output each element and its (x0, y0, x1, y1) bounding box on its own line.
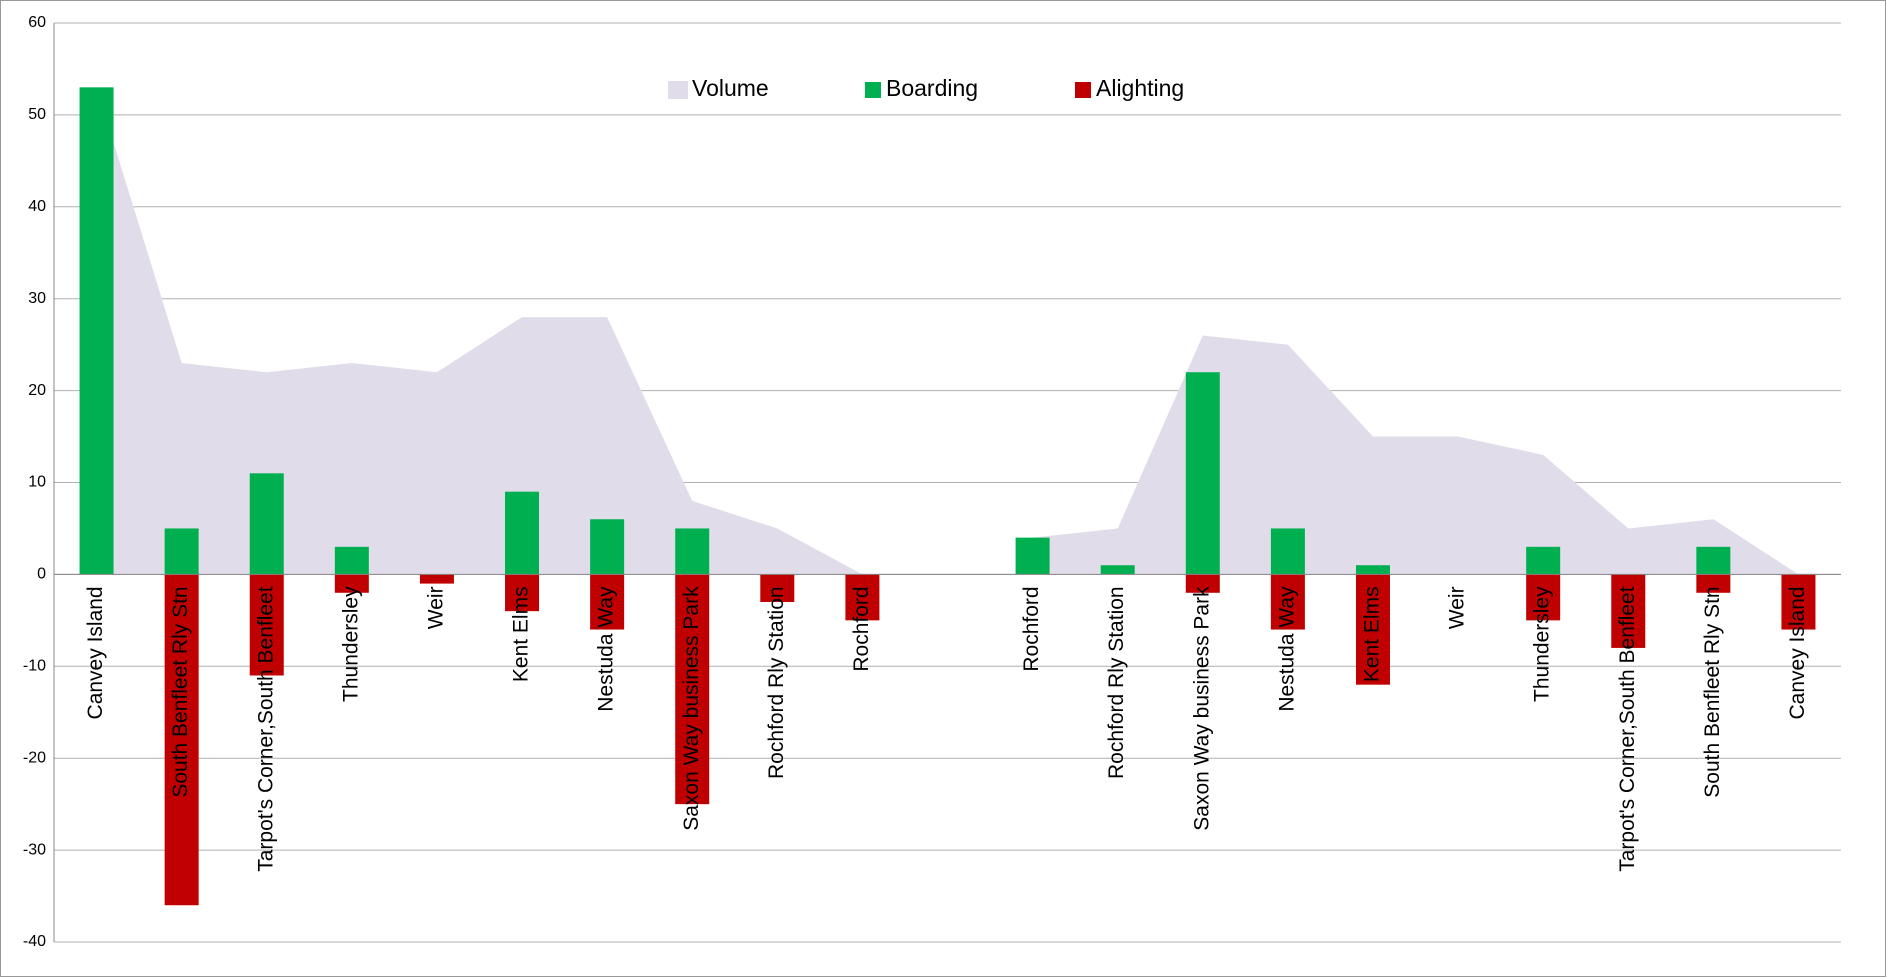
y-tick-label: 60 (28, 14, 46, 31)
x-tick-label: Nestuda Way (595, 586, 618, 712)
x-tick-label: Saxon Way business Park (680, 586, 703, 831)
x-tick-label: Nestuda Way (1275, 586, 1298, 712)
bar (590, 519, 625, 575)
legend-label: Alighting (1096, 75, 1184, 101)
bar (1696, 574, 1731, 593)
volume-area (96, 87, 863, 575)
bar (79, 87, 114, 575)
bar (249, 574, 284, 676)
bar (675, 574, 710, 805)
x-tick-label: South Benfleet Rly Stn (169, 586, 192, 797)
bar (1526, 574, 1561, 621)
bar (505, 491, 540, 575)
legend-swatch (668, 81, 688, 99)
bar (334, 546, 369, 575)
x-tick-label: Rochford Rly Station (1105, 586, 1128, 779)
bar (1355, 574, 1390, 685)
x-tick-label: Weir (424, 586, 447, 629)
y-tick-label: 10 (28, 474, 46, 491)
x-tick-label: Rochford (1020, 586, 1043, 671)
x-tick-label: South Benfleet Rly Stn (1701, 586, 1724, 797)
bar (505, 574, 540, 612)
bar (334, 574, 369, 593)
x-tick-label: Tarpot's Corner,South Benfleet (254, 586, 277, 872)
bar (845, 574, 880, 621)
bar (1185, 372, 1220, 575)
x-tick-label: Thundersley (1531, 586, 1554, 702)
y-tick-label: -40 (23, 933, 46, 950)
bar (590, 574, 625, 630)
x-tick-label: Saxon Way business Park (1190, 586, 1213, 831)
x-tick-label: Kent Elms (1361, 586, 1384, 682)
y-tick-label: 50 (28, 106, 46, 123)
y-tick-label: 20 (28, 382, 46, 399)
x-tick-label: Canvey Island (1786, 586, 1809, 719)
bar (164, 574, 199, 906)
legend-label: Volume (692, 75, 769, 101)
bar (1611, 574, 1646, 648)
x-tick-label: Canvey Island (84, 586, 107, 719)
legend-swatch (865, 82, 881, 98)
bar (1270, 528, 1305, 575)
bar (249, 473, 284, 575)
bars (54, 87, 1841, 906)
y-tick-label: -30 (23, 841, 46, 858)
areas (96, 87, 1799, 575)
x-tick-label: Thundersley (339, 586, 362, 702)
legend-label: Boarding (886, 75, 978, 101)
bar (164, 528, 199, 575)
bar (419, 574, 454, 584)
bar (1696, 546, 1731, 575)
y-tick-label: -10 (23, 658, 46, 675)
y-tick-label: 30 (28, 290, 46, 307)
x-tick-label: Kent Elms (510, 586, 533, 682)
y-tick-label: 40 (28, 198, 46, 215)
x-tick-label: Rochford (850, 586, 873, 671)
bar (1100, 565, 1135, 575)
bar (1015, 537, 1050, 575)
bar (1355, 565, 1390, 575)
x-tick-label: Weir (1446, 586, 1469, 629)
bar (1185, 574, 1220, 593)
y-tick-label: -20 (23, 749, 46, 766)
bar (1270, 574, 1305, 630)
labels: -40 -30 -20 -10 0 10 20 30 40 50 60 Canvey Island So… (23, 14, 1809, 950)
volume-area (1032, 335, 1799, 575)
bar (1526, 546, 1561, 575)
bar (760, 574, 795, 602)
bar (1781, 574, 1816, 630)
x-tick-label: Tarpot's Corner,South Benfleet (1616, 586, 1639, 872)
x-tick-label: Rochford Rly Station (765, 586, 788, 779)
legend-swatch (1075, 82, 1091, 98)
bar (675, 528, 710, 575)
y-tick-label: 0 (37, 566, 46, 583)
